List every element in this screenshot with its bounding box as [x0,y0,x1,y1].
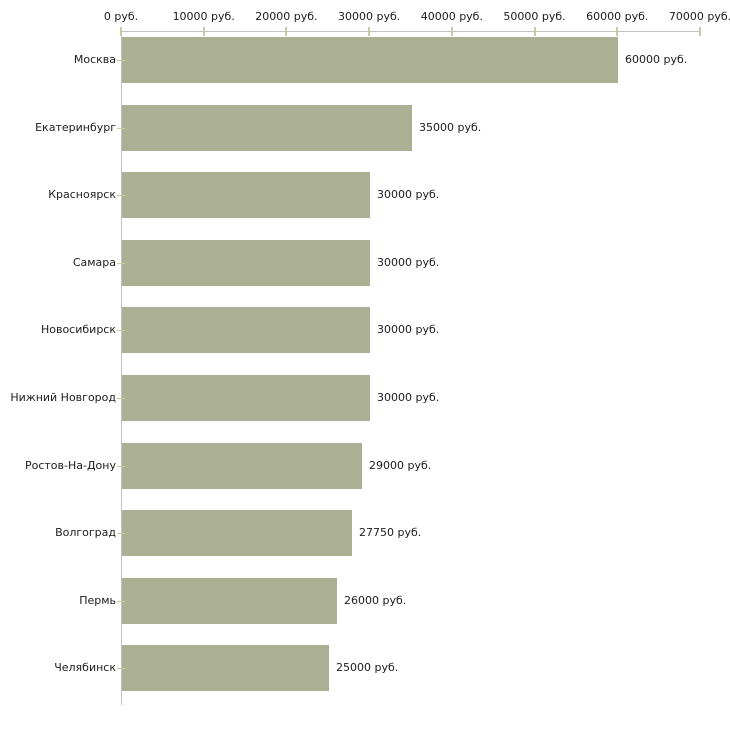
value-label: 35000 руб. [419,121,482,134]
x-axis-tick-mark [699,27,701,36]
category-label: Пермь [79,594,116,607]
category-label: Нижний Новгород [10,391,116,404]
category-tick-mark [117,533,125,534]
x-axis-line [121,31,701,32]
category-label: Москва [73,53,116,66]
value-label: 30000 руб. [377,323,440,336]
category-label: Челябинск [54,661,116,674]
category-tick-mark [117,601,125,602]
category-tick-mark [117,128,125,129]
category-label: Новосибирск [40,323,116,336]
category-tick-mark [117,398,125,399]
category-label: Красноярск [48,188,116,201]
category-label: Волгоград [55,526,116,539]
x-axis-tick-mark [202,27,205,36]
y-axis-line [121,31,122,705]
category-label: Екатеринбург [35,121,116,134]
bar-8 [122,510,352,556]
category-tick-mark [117,668,125,669]
x-axis-tick-mark [285,27,288,36]
x-axis-tick-label: 0 руб. [103,10,139,23]
value-label: 60000 руб. [625,53,688,66]
value-label: 26000 руб. [344,594,407,607]
bar-10 [122,645,329,691]
x-axis-tick-mark [616,27,619,36]
x-axis-tick-mark [450,27,453,36]
bar-9 [122,578,337,624]
value-label: 29000 руб. [369,459,432,472]
bar-2 [122,105,412,151]
x-axis-tick-label: 40000 руб. [420,10,483,23]
category-tick-mark [117,195,125,196]
value-label: 30000 руб. [377,188,440,201]
x-axis-tick-label: 70000 руб. [668,10,730,23]
category-tick-mark [117,263,125,264]
bar-5 [122,307,370,353]
bar-4 [122,240,370,286]
x-axis-tick-mark [368,27,371,36]
x-axis-tick-label: 60000 руб. [586,10,649,23]
category-tick-mark [117,330,125,331]
category-label: Ростов-На-Дону [24,459,116,472]
x-axis-tick-mark [533,27,536,36]
x-axis-tick-label: 20000 руб. [255,10,318,23]
value-label: 30000 руб. [377,256,440,269]
bar-7 [122,443,362,489]
value-label: 27750 руб. [359,526,422,539]
value-label: 30000 руб. [377,391,440,404]
bar-1 [122,37,618,83]
category-tick-mark [117,60,125,61]
category-label: Самара [72,256,116,269]
bar-3 [122,172,370,218]
category-tick-mark [117,466,125,467]
x-axis-tick-label: 30000 руб. [338,10,401,23]
x-axis-tick-label: 50000 руб. [503,10,566,23]
x-axis-tick-label: 10000 руб. [172,10,235,23]
x-axis-tick-mark [120,27,122,36]
value-label: 25000 руб. [336,661,399,674]
bar-6 [122,375,370,421]
